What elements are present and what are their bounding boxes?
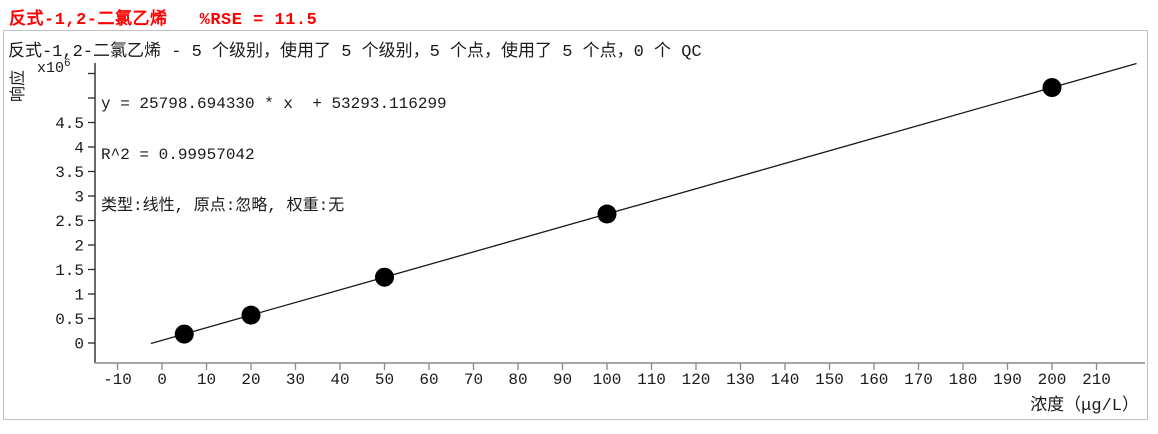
- x-tick-label: 10: [197, 371, 216, 389]
- calibration-point[interactable]: [174, 324, 194, 344]
- curve-summary-text: 反式-1,2-二氯乙烯 - 5 个级别，使用了 5 个级别，5 个点，使用了 5…: [8, 43, 702, 62]
- x-tick-label: 190: [993, 371, 1022, 389]
- x-tick-label: 30: [286, 371, 305, 389]
- compound-title: 反式-1,2-二氯乙烯 %RSE = 11.5: [9, 11, 318, 30]
- y-tick-label: 3: [74, 189, 84, 207]
- y-tick-label: 1: [74, 287, 84, 305]
- x-tick-label: 40: [330, 371, 349, 389]
- y-tick-label: 4: [74, 140, 84, 158]
- y-multiplier-exponent: 6: [64, 58, 71, 70]
- y-tick-label: 0: [74, 336, 84, 354]
- x-axis-title: 浓度（μg/L）: [1030, 397, 1139, 416]
- y-multiplier-base: x10: [37, 60, 65, 77]
- x-tick-label: 100: [593, 371, 622, 389]
- x-tick-label: 20: [241, 371, 260, 389]
- fit-equation-line: y = 25798.694330 * x + 53293.116299: [101, 95, 447, 113]
- x-tick-label: 60: [419, 371, 438, 389]
- y-tick-label: 4.5: [55, 115, 84, 133]
- calibration-point[interactable]: [241, 305, 261, 325]
- calibration-curve-panel[interactable]: 反式-1,2-二氯乙烯 - 5 个级别，使用了 5 个级别，5 个点，使用了 5…: [3, 30, 1148, 420]
- y-axis-title: 响应: [10, 70, 28, 103]
- y-tick-label: 2.5: [55, 213, 84, 231]
- calibration-point[interactable]: [597, 204, 617, 224]
- x-tick-label: 150: [815, 371, 844, 389]
- fit-r2-line: R^2 = 0.99957042: [101, 146, 255, 164]
- calibration-point[interactable]: [375, 267, 394, 287]
- x-tick-label: 120: [682, 371, 711, 389]
- x-tick-label: 80: [508, 371, 527, 389]
- y-axis-multiplier: x106: [37, 58, 71, 77]
- x-tick-label: 0: [157, 371, 167, 389]
- y-tick-label: 2: [74, 238, 84, 256]
- fit-settings-line: 类型:线性, 原点:忽略, 权重:无: [101, 197, 345, 215]
- x-tick-label: 90: [553, 371, 572, 389]
- x-tick-label: 180: [949, 371, 978, 389]
- y-tick-label: 3.5: [55, 164, 84, 182]
- regression-line: [150, 62, 1137, 345]
- x-tick-label: 70: [464, 371, 483, 389]
- x-tick-label: 170: [904, 371, 933, 389]
- calibration-point[interactable]: [1042, 78, 1062, 98]
- x-tick-label: 130: [726, 371, 755, 389]
- x-tick-label: 210: [1082, 371, 1111, 389]
- x-tick-label: -10: [103, 371, 132, 389]
- x-tick-label: 110: [637, 371, 666, 389]
- fit-equation-block: y = 25798.694330 * x + 53293.116299 R^2 …: [101, 62, 447, 249]
- x-tick-label: 50: [375, 371, 394, 389]
- y-tick-label: 1.5: [55, 262, 84, 280]
- calibration-plot: 0 0.5 1 1.5 2 2.5 3 3.5 4 4.5 -10 0 10 20 30 40 50 60 70 80…: [55, 62, 1145, 389]
- y-tick-label: 0.5: [55, 311, 84, 329]
- x-tick-label: 140: [771, 371, 800, 389]
- x-tick-label: 160: [860, 371, 889, 389]
- x-tick-label: 200: [1038, 371, 1067, 389]
